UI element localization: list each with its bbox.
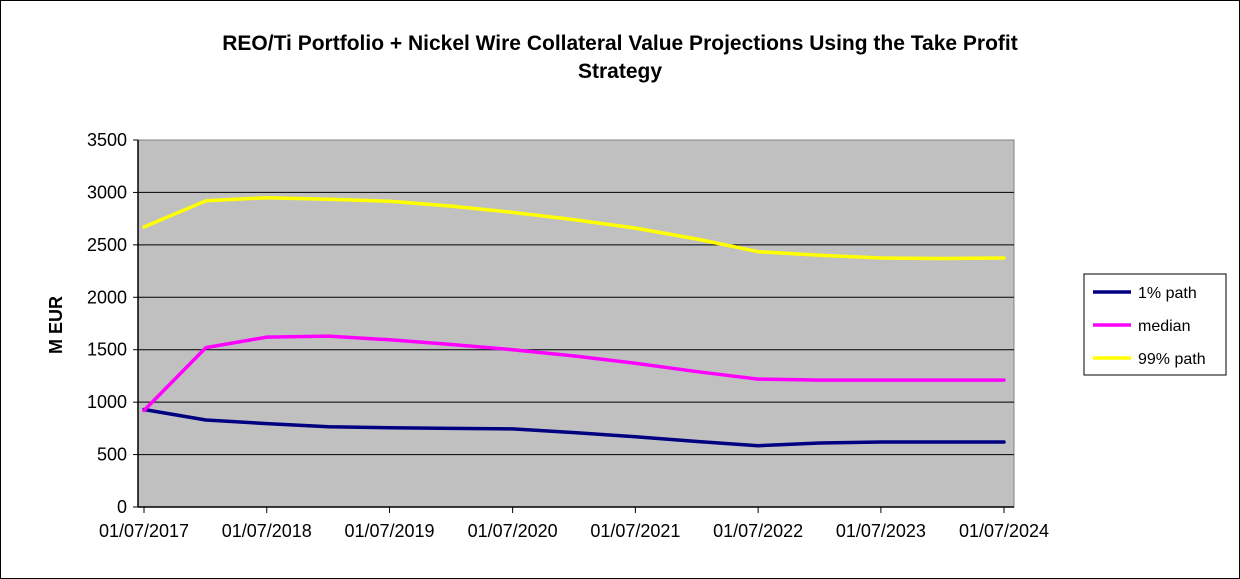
axes: 0 500 1000 1500 2000 2500 3000 3500 01/07/2017 01… [87,130,1049,541]
x-tick-label: 01/07/2022 [713,521,803,541]
grid-lines [138,191,1014,456]
series-lines [142,195,1006,448]
x-tick-label: 01/07/2017 [99,521,189,541]
x-tick-label: 01/07/2019 [344,521,434,541]
y-tick-label: 3500 [87,130,127,150]
x-tick-label: 01/07/2021 [590,521,680,541]
y-tick-label: 2000 [87,287,127,307]
x-tick-label: 01/07/2023 [836,521,926,541]
y-axis-title: M EUR [46,296,66,354]
chart-title-line-2: Strategy [577,60,663,83]
legend: 1% path median 99% path [1083,273,1227,376]
legend-label: 99% path [1138,351,1206,368]
series-line-2 [142,334,1006,413]
series-line-3 [142,195,1006,261]
y-tick-label: 3000 [87,182,127,202]
chart-title-line-1: REO/Ti Portfolio + Nickel Wire Collatera… [222,32,1018,55]
y-tick-label: 1500 [87,340,127,360]
x-tick-label: 01/07/2020 [468,521,558,541]
y-tick-label: 1000 [87,392,127,412]
legend-label: 1% path [1138,285,1197,302]
y-tick-label: 2500 [87,235,127,255]
x-tick-label: 01/07/2018 [222,521,312,541]
y-tick-label: 500 [97,445,127,465]
y-tick-label: 0 [117,497,127,517]
chart-title: REO/Ti Portfolio + Nickel Wire Collatera… [0,30,1240,86]
plot-area [137,139,1015,508]
series-line-1 [142,407,1006,448]
x-tick-label: 01/07/2024 [959,521,1049,541]
legend-label: median [1138,318,1190,335]
